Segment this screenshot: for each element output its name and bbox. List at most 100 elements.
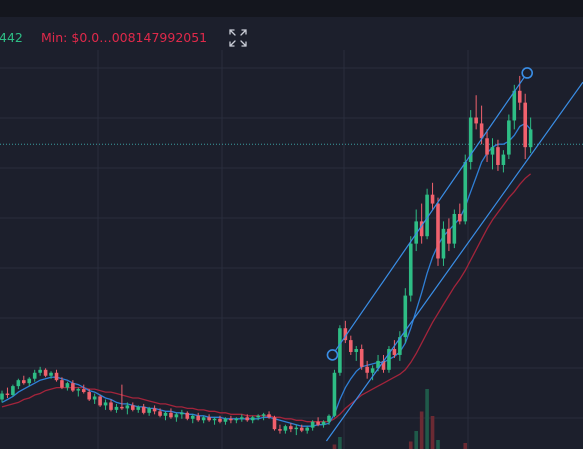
candle-body bbox=[27, 378, 32, 384]
candle bbox=[414, 209, 418, 252]
candle-body bbox=[441, 228, 446, 259]
candle bbox=[452, 209, 457, 249]
candle-body bbox=[136, 406, 141, 410]
candle bbox=[169, 408, 173, 419]
fullscreen-button[interactable] bbox=[227, 27, 249, 49]
candle bbox=[207, 414, 211, 422]
candle-body bbox=[365, 366, 369, 373]
candle bbox=[256, 414, 260, 421]
candle-body bbox=[54, 372, 59, 381]
candle bbox=[332, 369, 337, 418]
candle bbox=[321, 420, 326, 428]
candle-body bbox=[158, 411, 162, 416]
candle-body bbox=[38, 369, 42, 373]
candle-body bbox=[485, 138, 489, 155]
candle-body bbox=[141, 406, 146, 413]
candle bbox=[223, 417, 228, 425]
candle bbox=[349, 335, 353, 355]
candle bbox=[387, 346, 391, 373]
candle-body bbox=[250, 417, 255, 421]
candle-body bbox=[185, 412, 190, 419]
candle bbox=[11, 384, 15, 397]
volume-bar bbox=[463, 443, 468, 449]
candle-body bbox=[32, 372, 37, 379]
candle-body bbox=[425, 194, 429, 237]
candle bbox=[114, 403, 119, 413]
candle bbox=[60, 377, 64, 390]
candle bbox=[22, 375, 26, 385]
candle bbox=[218, 415, 222, 424]
candle-body bbox=[218, 418, 222, 422]
candle-body bbox=[338, 328, 342, 373]
volume-bars bbox=[332, 389, 468, 449]
candle-body bbox=[310, 421, 315, 428]
candle bbox=[458, 203, 462, 225]
candle-body bbox=[507, 120, 511, 155]
candle-body bbox=[163, 412, 168, 416]
candle bbox=[103, 399, 108, 410]
candle-body bbox=[43, 369, 48, 376]
candle-body bbox=[212, 418, 217, 421]
candle-body bbox=[436, 203, 440, 259]
candle bbox=[316, 417, 320, 427]
candle-body bbox=[65, 383, 70, 388]
parallel-channel-drawing[interactable] bbox=[325, 67, 583, 442]
candle-body bbox=[207, 417, 211, 421]
candle-body bbox=[452, 213, 457, 244]
volume-bar bbox=[419, 411, 424, 449]
candle bbox=[289, 423, 293, 433]
candle bbox=[109, 399, 113, 412]
candle-body bbox=[387, 349, 391, 370]
candle bbox=[131, 402, 135, 412]
candle bbox=[234, 417, 239, 424]
candle-body bbox=[468, 117, 473, 163]
candle bbox=[54, 369, 59, 382]
candle-body bbox=[517, 90, 522, 103]
candle bbox=[436, 197, 440, 266]
candle-body bbox=[256, 415, 260, 418]
candle-body bbox=[349, 340, 353, 352]
candle-body bbox=[430, 194, 435, 204]
candle bbox=[185, 411, 190, 421]
candle-body bbox=[458, 213, 462, 222]
candle bbox=[190, 414, 195, 424]
candle bbox=[141, 403, 146, 415]
candle bbox=[517, 75, 522, 111]
channel-lower-line bbox=[325, 81, 583, 442]
candle bbox=[71, 380, 75, 393]
candle-body bbox=[419, 221, 424, 237]
candle-body bbox=[131, 405, 135, 410]
candle-body bbox=[501, 154, 506, 165]
candle bbox=[87, 389, 91, 401]
candle-body bbox=[152, 408, 157, 412]
candle bbox=[310, 420, 315, 431]
candle-body bbox=[261, 414, 266, 416]
candle bbox=[479, 105, 484, 145]
candle-body bbox=[223, 418, 228, 422]
candle bbox=[468, 110, 473, 170]
candle bbox=[240, 414, 244, 422]
candle bbox=[125, 402, 130, 415]
candle-body bbox=[403, 295, 408, 338]
top-toolbar-strip bbox=[0, 0, 583, 17]
candlestick-chart[interactable] bbox=[0, 50, 583, 449]
candle-body bbox=[76, 389, 81, 391]
candle-body bbox=[272, 417, 277, 430]
channel-handle-start[interactable] bbox=[326, 349, 339, 361]
candle bbox=[229, 415, 233, 424]
candle bbox=[152, 405, 157, 415]
candle-body bbox=[479, 123, 484, 139]
max-price-fragment: 442 bbox=[0, 30, 23, 45]
candle bbox=[507, 114, 511, 160]
candle bbox=[463, 154, 468, 225]
candle-body bbox=[321, 421, 326, 425]
candle-body bbox=[92, 396, 97, 400]
candle-body bbox=[22, 380, 26, 384]
candle-body bbox=[229, 418, 233, 421]
candle bbox=[65, 381, 70, 391]
volume-bar bbox=[414, 431, 418, 449]
candle-body bbox=[49, 372, 53, 376]
channel-handle-end[interactable] bbox=[521, 67, 534, 79]
candle-body bbox=[201, 417, 206, 421]
candle-body bbox=[81, 389, 86, 393]
